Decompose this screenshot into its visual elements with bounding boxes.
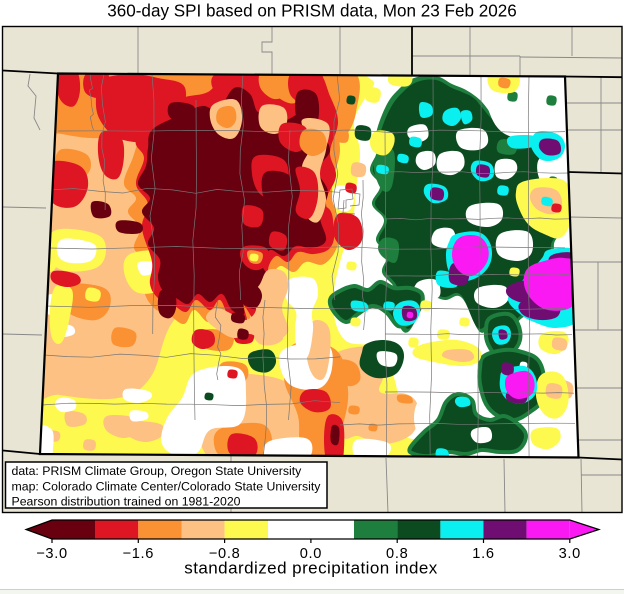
svg-text:−3.0: −3.0 (36, 546, 68, 562)
svg-text:−1.6: −1.6 (122, 546, 154, 562)
svg-text:3.0: 3.0 (559, 546, 581, 562)
svg-text:0.0: 0.0 (300, 546, 322, 562)
svg-text:−0.8: −0.8 (209, 546, 241, 562)
svg-text:map: Colorado Climate Center/C: map: Colorado Climate Center/Colorado St… (12, 479, 322, 493)
svg-text:standardized precipitation ind: standardized precipitation index (184, 559, 438, 578)
svg-text:data: PRISM Climate Group, Ore: data: PRISM Climate Group, Oregon State … (12, 464, 303, 478)
svg-text:360-day SPI based on PRISM dat: 360-day SPI based on PRISM data, Mon 23 … (107, 1, 517, 20)
svg-text:1.6: 1.6 (472, 546, 494, 562)
svg-text:0.8: 0.8 (386, 546, 408, 562)
svg-text:Pearson distribution trained o: Pearson distribution trained on 1981-202… (12, 495, 241, 509)
